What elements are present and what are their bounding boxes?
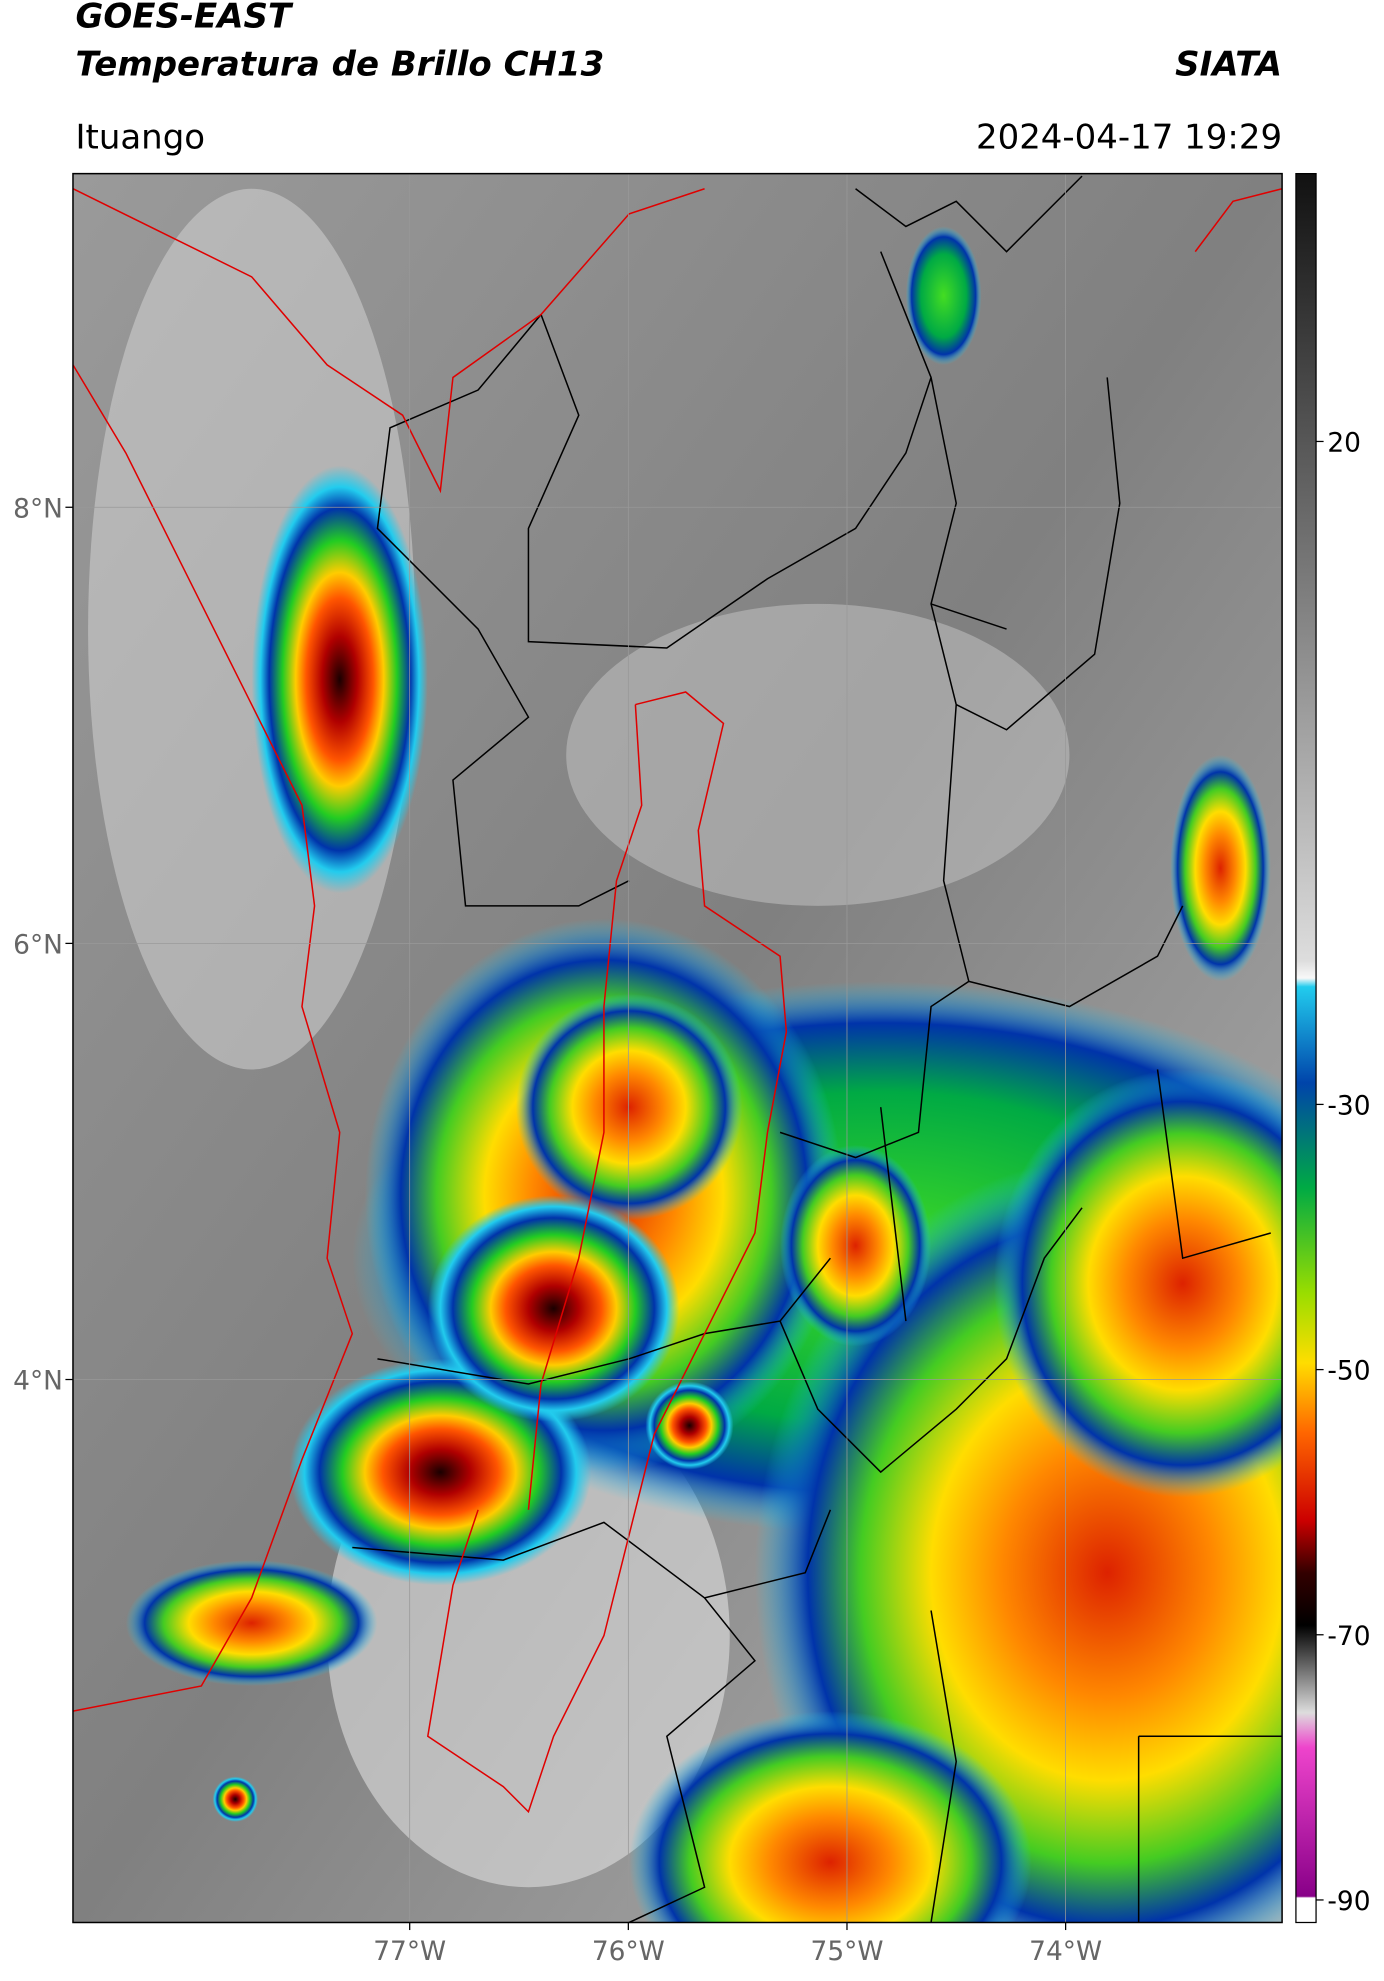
colorbar [1295,172,1317,1924]
colorbar-tick-label: -30 [1327,1090,1370,1121]
colorbar-tick-label: 20 [1327,428,1361,459]
colorbar-tick-label: -50 [1327,1356,1370,1387]
satellite-image [72,173,1283,1923]
x-tick-label: 76°W [592,1936,665,1967]
y-tick-label: 6°N [13,929,63,960]
x-tick-label: 75°W [811,1936,884,1967]
datetime: 2024-04-17 19:29 [976,117,1282,157]
colorbar-tick-label: -90 [1327,1886,1370,1917]
brand: SIATA [1175,44,1282,84]
map-frame [72,172,1283,1924]
x-tick-label: 74°W [1029,1936,1102,1967]
place: Ituango [75,117,205,157]
y-tick-label: 8°N [13,493,63,524]
graticule [72,173,1283,1923]
x-tick-label: 77°W [373,1936,446,1967]
colorbar-tick-label: -70 [1327,1621,1370,1652]
y-tick-label: 4°N [13,1366,63,1397]
title: GOES-EAST [75,0,293,37]
subtitle: Temperatura de Brillo CH13 [75,44,604,84]
